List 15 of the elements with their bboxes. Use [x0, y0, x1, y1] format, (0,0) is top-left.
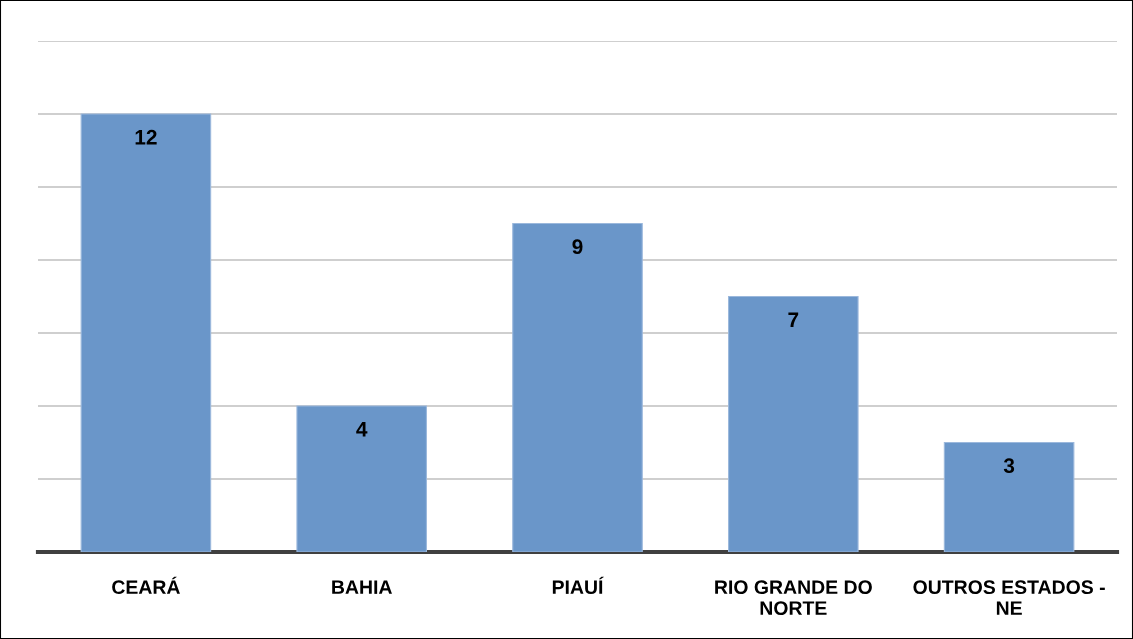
- bar: [943, 441, 1075, 552]
- data-label: 4: [356, 422, 368, 437]
- x-tick-label: BAHIA: [332, 580, 392, 594]
- x-tick-label: RIO GRANDE DO NORTE: [715, 580, 872, 615]
- x-tick-label: CEARÁ: [112, 576, 180, 595]
- data-label: 7: [788, 312, 799, 327]
- bar: [512, 222, 643, 552]
- data-label: 3: [1003, 458, 1015, 474]
- bar: [80, 113, 212, 552]
- x-tick-label: PIAUÍ: [552, 576, 604, 595]
- bar: [296, 405, 427, 552]
- data-label: 9: [572, 239, 583, 255]
- x-tick-label: OUTROS ESTADOS - NE: [913, 580, 1105, 615]
- bar: [728, 295, 859, 552]
- data-label: 12: [135, 129, 157, 145]
